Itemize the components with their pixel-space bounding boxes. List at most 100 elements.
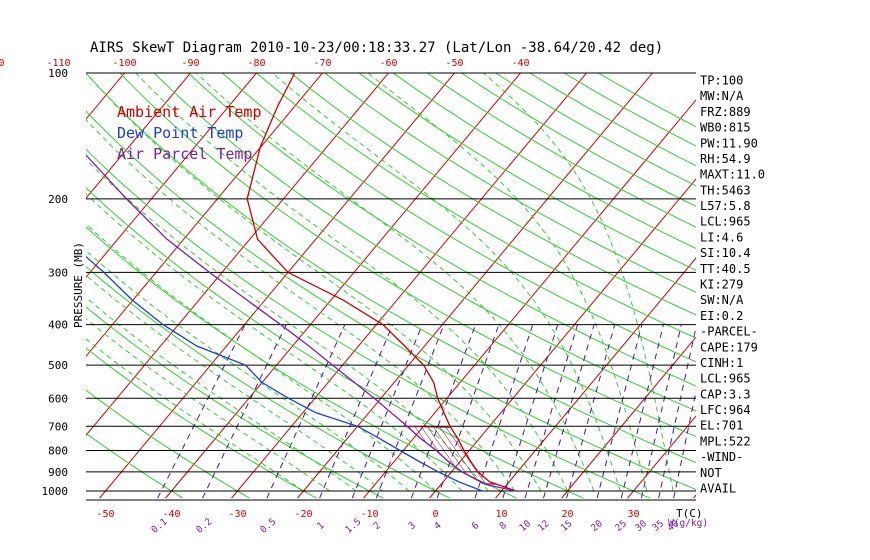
mixing-ratio-tick-label: 2 (372, 520, 383, 532)
mixing-ratio-line (640, 324, 682, 499)
dry-adiabat-line (86, 432, 184, 499)
bottom-temperature-tick-label: -50 (96, 509, 114, 520)
pressure-tick-label: 900 (48, 466, 68, 479)
moist-adiabat-line (367, 73, 648, 492)
pressure-tick-label: 1000 (42, 485, 69, 498)
moist-adiabat-line (271, 73, 621, 492)
mixing-ratio-line (319, 324, 394, 499)
isotherm-line (561, 336, 696, 499)
mixing-ratio-line (566, 324, 616, 499)
isotherm-line (0, 43, 83, 498)
y-axis-label: PRESSURE (MB) (72, 242, 85, 328)
bottom-temperature-tick-label: 20 (561, 509, 573, 520)
dry-adiabat-line (86, 389, 250, 499)
moist-adiabat-line (86, 119, 516, 492)
mixing-ratio-line (351, 324, 423, 499)
moist-adiabat-line (86, 73, 542, 492)
isotherm-line (86, 73, 192, 199)
index-row: CAP:3.3 (700, 387, 751, 401)
mixing-ratio-tick-label: 6 (470, 520, 482, 532)
pressure-tick-label: 200 (48, 193, 68, 206)
bottom-temperature-tick-label: 30 (627, 509, 639, 520)
dry-adiabat-line (221, 73, 696, 363)
index-row: LCL:965 (700, 372, 751, 386)
index-row: PW:11.90 (700, 136, 758, 150)
index-row: EI:0.2 (700, 309, 743, 323)
dry-adiabat-line (255, 73, 696, 339)
moist-adiabat-line (195, 73, 595, 492)
moist-adiabat-line (86, 274, 384, 492)
dry-adiabat-line (289, 73, 696, 316)
chart-title: AIRS SkewT Diagram 2010-10-23/00:18:33.2… (90, 40, 663, 56)
dry-adiabat-line (494, 73, 696, 187)
mixing-ratio-line (375, 324, 445, 499)
legend-item-ambient: Ambient Air Temp (117, 103, 262, 121)
mixing-ratio-tick-label: 4 (432, 520, 444, 532)
mixing-ratio-line (266, 324, 346, 499)
index-row: SI:10.4 (700, 246, 751, 260)
top-temperature-tick-label: -60 (379, 58, 397, 69)
mixing-ratio-line (596, 324, 643, 499)
moist-adiabat-line (86, 318, 331, 492)
mixing-ratio-line (673, 389, 696, 499)
index-row: MAXT:11.0 (700, 168, 765, 182)
cape-area (406, 425, 498, 485)
top-temperature-tick-label: -120 (0, 58, 5, 69)
index-row: MPL:522 (700, 434, 751, 448)
index-row: AVAIL (700, 482, 736, 496)
top-temperature-tick-label: -100 (112, 58, 136, 69)
index-row: CINH:1 (700, 356, 743, 370)
bottom-temperature-tick-label: -10 (360, 509, 378, 520)
isotherm-line (99, 73, 456, 499)
dry-adiabat-line (392, 73, 696, 249)
ambient-temp-line (246, 73, 517, 492)
isotherm-line (86, 73, 324, 358)
index-row: TP:100 (700, 74, 743, 88)
dry-adiabat-line (119, 73, 696, 437)
moist-adiabat-line (86, 338, 304, 492)
isotherm-line (231, 73, 588, 499)
top-temperature-tick-label: -110 (46, 58, 70, 69)
chart-legend: Ambient Air Temp Dew Point Temp Air Parc… (117, 103, 262, 163)
mixing-ratio-line (474, 324, 534, 499)
mixing-ratio-line (620, 324, 664, 499)
index-row: -WIND- (700, 450, 743, 464)
sounding-profiles (86, 73, 517, 492)
mixing-ratio-tick-label: 20 (589, 518, 605, 534)
index-row: TT:40.5 (700, 262, 751, 276)
mixing-ratio-tick-label: 8 (498, 520, 510, 532)
bottom-temperature-tick-label: 10 (495, 509, 507, 520)
mixing-ratio-line (524, 324, 579, 499)
mixing-ratio-tick-label: 3 (406, 520, 417, 532)
index-row: EL:701 (700, 419, 743, 433)
index-row: WB0:815 (700, 121, 751, 135)
index-row: CAPE:179 (700, 340, 758, 354)
mixing-ratio-tick-label: 0.2 (194, 516, 214, 535)
isotherm-line (627, 415, 696, 499)
top-temperature-tick-label: -50 (445, 58, 463, 69)
top-temperature-tick-label: -70 (313, 58, 331, 69)
isotherm-line (760, 43, 870, 498)
mixing-ratio-label: W(g/kg) (668, 518, 708, 529)
isotherm-line (495, 257, 696, 499)
index-row: FRZ:889 (700, 105, 751, 119)
dry-adiabat-line (187, 73, 696, 387)
pressure-tick-label: 700 (48, 420, 68, 433)
index-row: SW:N/A (700, 293, 744, 307)
dry-adiabat-line (426, 73, 696, 228)
bottom-temperature-tick-label: 0 (432, 509, 438, 520)
index-row: TH:5463 (700, 183, 751, 197)
index-row: RH:54.9 (700, 152, 751, 166)
moist-adiabat-line (86, 297, 357, 492)
pressure-tick-label: 500 (48, 359, 68, 372)
dry-adiabat-line (86, 306, 384, 499)
bottom-temperature-tick-label: -20 (294, 509, 312, 520)
x-axis-label: T(C) (676, 507, 703, 520)
mixing-ratio-tick-label: 30 (633, 518, 649, 534)
index-row: -PARCEL- (700, 325, 758, 339)
dry-adiabat-line (86, 226, 517, 499)
cape-hatch-area (406, 425, 498, 485)
dry-adiabat-line (86, 73, 696, 464)
mixing-ratio-tick-label: 25 (613, 518, 629, 534)
